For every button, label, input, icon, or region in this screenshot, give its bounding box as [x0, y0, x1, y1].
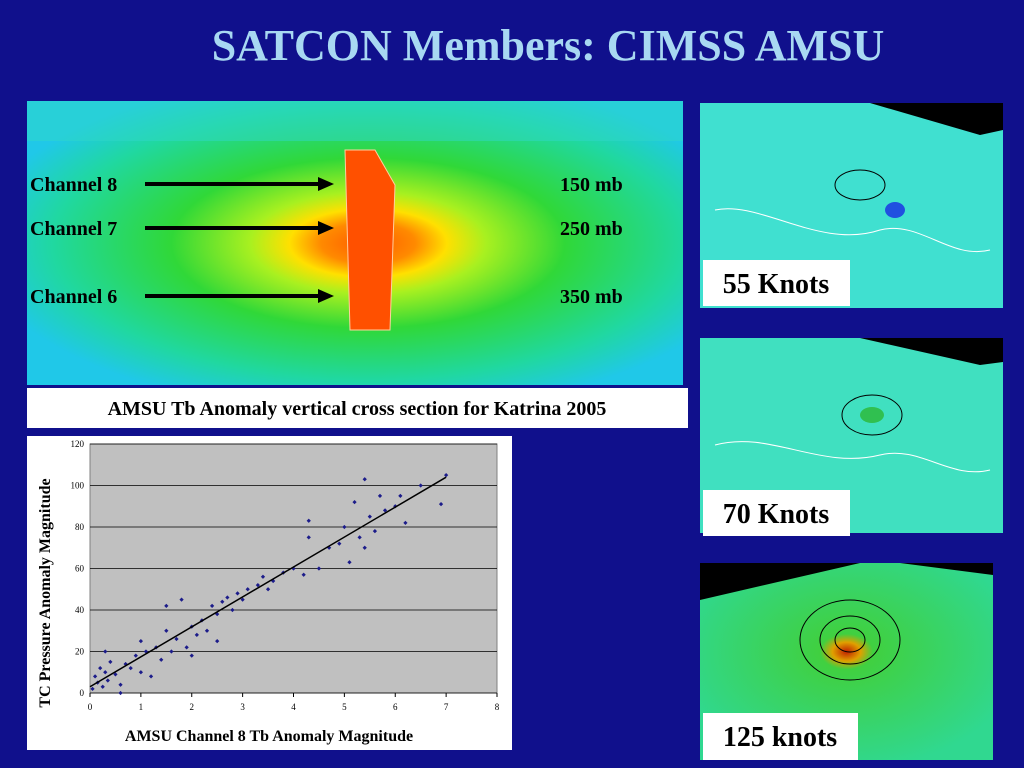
label-box [703, 490, 850, 536]
scatter-point [265, 587, 271, 592]
scatter-chart: 0 20 40 60 80 100 120 0 1 2 3 4 5 6 7 8 [71, 439, 500, 712]
scatter-point [418, 483, 423, 488]
y-tick-label: 100 [71, 481, 85, 491]
scatter-point [377, 493, 383, 498]
x-tick-label: 0 [88, 702, 93, 712]
cross-section-top [27, 101, 683, 141]
map-label: 125 knots [723, 722, 837, 753]
x-tick-label: 1 [139, 702, 144, 712]
arrow-heads [318, 177, 334, 303]
scatter-point [398, 493, 403, 498]
scatter-point [372, 529, 378, 534]
cross-section-core [344, 149, 396, 331]
level-label: 250 mb [560, 218, 623, 240]
level-label: 350 mb [560, 286, 623, 308]
scatter-point [209, 603, 215, 608]
scatter-point [260, 574, 266, 579]
scatter-point [220, 599, 225, 604]
scatter-point [301, 572, 306, 577]
scatter-point [225, 595, 230, 600]
scatter-point [357, 535, 362, 540]
y-tick-label: 0 [80, 688, 85, 698]
level-label: 150 mb [560, 174, 623, 196]
scatter-point [240, 597, 245, 602]
channel-label: Channel 6 [30, 286, 117, 308]
scatter-point [174, 636, 179, 642]
channel-label: Channel 7 [30, 218, 117, 240]
scatter-point [403, 520, 408, 525]
scatter-point [352, 499, 357, 505]
scatter-point [138, 639, 143, 644]
scatter-point [128, 665, 133, 671]
scatter-point [347, 560, 352, 565]
title: SATCON Members: CIMSS AMSU [212, 21, 885, 70]
scatter-point [255, 582, 261, 588]
x-axis-title: AMSU Channel 8 Tb Anomaly Magnitude [125, 728, 413, 745]
scatter-point [189, 653, 194, 658]
scatter-point [367, 514, 372, 519]
caption: AMSU Tb Anomaly vertical cross section f… [108, 398, 607, 420]
scatter-point [230, 607, 235, 613]
map-label: 55 Knots [723, 269, 830, 300]
scatter-point [342, 524, 347, 530]
map-label: 70 Knots [723, 499, 830, 530]
scatter-point [164, 603, 169, 608]
y-tick-label: 40 [75, 605, 85, 615]
label-box [703, 713, 858, 760]
scatter-point [194, 632, 199, 638]
scatter-point [382, 508, 388, 513]
scatter-point [316, 566, 322, 571]
y-tick-label: 80 [75, 522, 85, 532]
scatter-point [245, 587, 250, 592]
scatter-point [133, 653, 138, 658]
y-tick-label: 60 [75, 564, 85, 574]
scatter-point [164, 628, 169, 633]
x-tick-label: 2 [190, 702, 195, 712]
scatter-point [169, 649, 174, 654]
scatter-point [438, 502, 444, 507]
y-tick-label: 120 [71, 439, 85, 449]
scatter-point [362, 545, 367, 550]
scatter-point [362, 477, 367, 482]
scatter-point [179, 597, 184, 602]
scatter-point [444, 473, 449, 478]
scatter-point [148, 674, 154, 679]
caption-box [27, 388, 688, 428]
scatter-point [138, 670, 143, 675]
scatter-point [337, 541, 342, 546]
x-tick-label: 3 [240, 702, 245, 712]
arrows [145, 182, 320, 298]
x-tick-label: 8 [495, 702, 500, 712]
scatter-point [184, 645, 189, 650]
x-tick-label: 7 [444, 702, 449, 712]
scatter-point [159, 657, 164, 662]
x-tick-label: 6 [393, 702, 398, 712]
trend-line [89, 476, 447, 688]
x-tick-label: 5 [342, 702, 347, 712]
scatter-point [306, 518, 311, 523]
label-box [703, 260, 850, 306]
channel-label: Channel 8 [30, 174, 117, 196]
x-tick-label: 4 [291, 702, 296, 712]
scatter-point [204, 628, 210, 633]
scatter-point [215, 639, 220, 644]
y-tick-label: 20 [75, 647, 85, 657]
scatter-point [235, 591, 240, 596]
scatter-point [306, 535, 311, 540]
y-axis-title: TC Pressure Anomaly Magnitude [37, 478, 54, 707]
